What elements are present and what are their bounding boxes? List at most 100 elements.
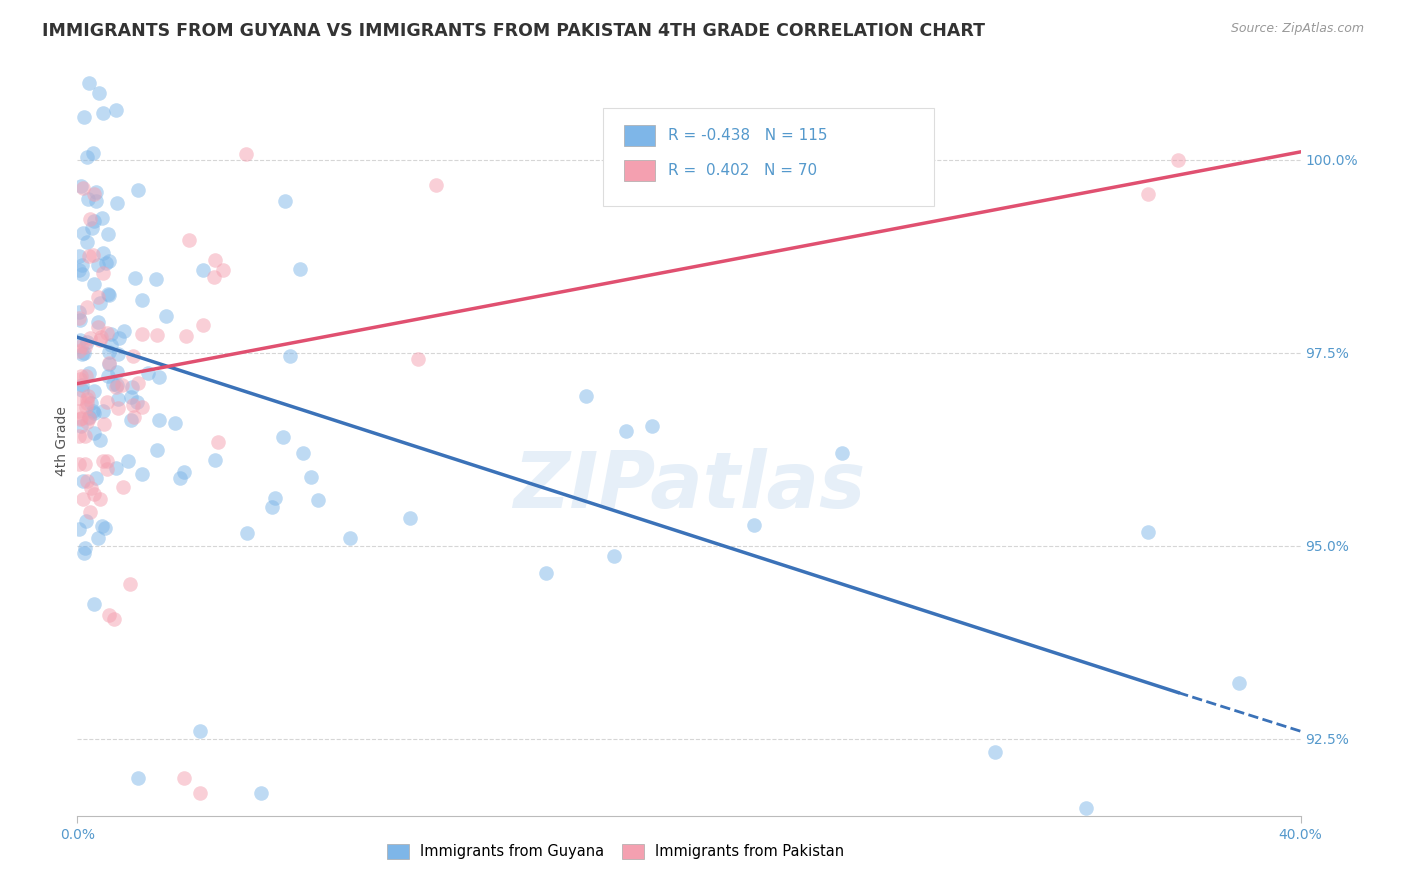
Point	[534, 566, 557, 580]
Point	[121, 380, 143, 394]
Point	[1136, 525, 1159, 540]
Point	[271, 430, 294, 444]
Point	[84, 194, 107, 208]
Point	[280, 349, 302, 363]
Point	[87, 258, 110, 272]
Point	[105, 378, 128, 392]
Point	[73, 541, 96, 556]
Point	[87, 319, 110, 334]
Point	[76, 474, 98, 488]
Point	[70, 383, 93, 397]
Point	[89, 433, 111, 447]
Point	[204, 453, 226, 467]
Point	[100, 337, 122, 351]
Point	[76, 392, 98, 406]
Point	[100, 327, 122, 342]
Point	[984, 745, 1007, 759]
Point	[76, 300, 98, 314]
Point	[399, 511, 422, 525]
Point	[107, 392, 129, 406]
Point	[131, 293, 153, 308]
Point	[91, 454, 114, 468]
Point	[79, 505, 101, 519]
Point	[425, 178, 447, 192]
Point	[73, 340, 96, 354]
Point	[1076, 801, 1098, 815]
Point	[80, 481, 103, 495]
Point	[127, 376, 149, 390]
Point	[91, 266, 114, 280]
Point	[80, 396, 103, 410]
Point	[120, 413, 142, 427]
Point	[67, 344, 90, 359]
Point	[77, 366, 100, 380]
Point	[84, 185, 107, 199]
Point	[1229, 676, 1251, 690]
Point	[69, 419, 91, 434]
Point	[87, 290, 110, 304]
Point	[98, 607, 121, 622]
Point	[97, 344, 120, 359]
Point	[188, 786, 211, 800]
Point	[176, 329, 198, 343]
Point	[131, 326, 153, 341]
Point	[70, 378, 93, 392]
Point	[93, 417, 115, 432]
Text: ZIPatlas: ZIPatlas	[513, 449, 865, 524]
Point	[339, 531, 361, 545]
Point	[91, 246, 114, 260]
Point	[122, 410, 145, 425]
Point	[76, 235, 98, 249]
Point	[120, 390, 142, 404]
Point	[125, 394, 148, 409]
Point	[120, 576, 142, 591]
Point	[94, 521, 117, 535]
Point	[97, 368, 120, 383]
Point	[72, 181, 94, 195]
Point	[307, 492, 329, 507]
Point	[127, 771, 149, 785]
Point	[191, 263, 214, 277]
Point	[67, 249, 90, 263]
Point	[76, 150, 98, 164]
Point	[94, 256, 117, 270]
Point	[148, 370, 170, 384]
Point	[148, 412, 170, 426]
Y-axis label: 4th Grade: 4th Grade	[55, 407, 69, 476]
Point	[67, 263, 90, 277]
Point	[117, 454, 139, 468]
Point	[70, 368, 93, 383]
Point	[107, 401, 129, 416]
Point	[641, 418, 664, 433]
Point	[69, 313, 91, 327]
Point	[69, 333, 91, 347]
Legend: Immigrants from Guyana, Immigrants from Pakistan: Immigrants from Guyana, Immigrants from …	[381, 838, 851, 865]
Point	[1136, 186, 1159, 201]
Point	[97, 253, 120, 268]
Point	[83, 425, 105, 440]
Point	[97, 287, 120, 301]
Point	[98, 357, 121, 371]
Point	[145, 328, 167, 343]
Point	[76, 335, 98, 350]
Point	[191, 318, 214, 332]
Point	[96, 326, 118, 341]
Text: R = -0.438   N = 115: R = -0.438 N = 115	[668, 128, 828, 144]
FancyBboxPatch shape	[603, 108, 934, 205]
Point	[104, 461, 127, 475]
Point	[131, 401, 153, 415]
Point	[105, 365, 128, 379]
Point	[75, 457, 97, 471]
Point	[67, 305, 90, 319]
Point	[72, 227, 94, 241]
Point	[103, 612, 125, 626]
Point	[70, 178, 93, 193]
Point	[614, 424, 637, 438]
Point	[90, 519, 112, 533]
Point	[69, 412, 91, 426]
Point	[93, 404, 115, 418]
Point	[831, 446, 853, 460]
Point	[83, 597, 105, 611]
Point	[70, 411, 93, 425]
Point	[82, 403, 104, 417]
